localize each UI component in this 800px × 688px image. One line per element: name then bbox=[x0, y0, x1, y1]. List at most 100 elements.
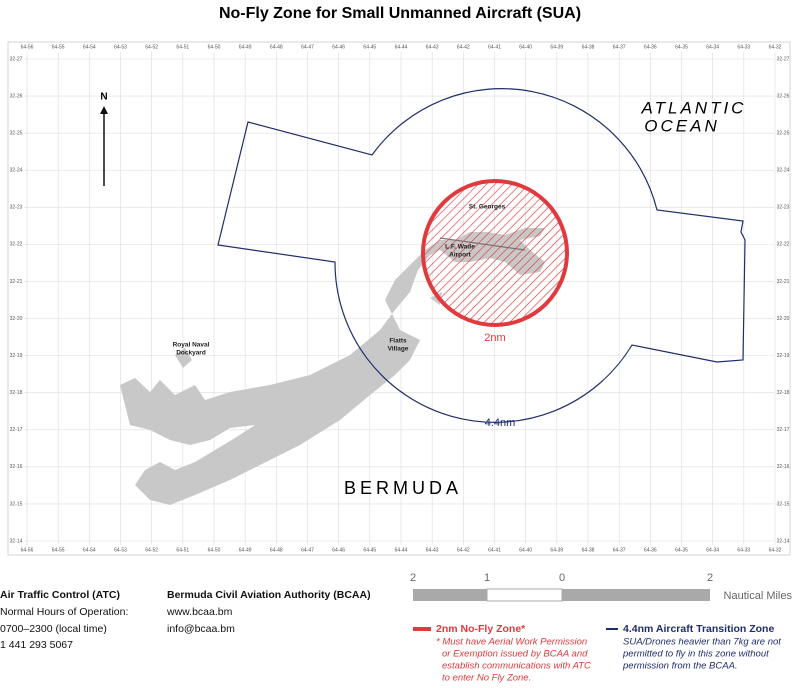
longitude-label: 64-43 bbox=[426, 44, 439, 50]
no-fly-zone bbox=[421, 179, 569, 327]
no-fly-hatch bbox=[423, 181, 567, 325]
longitude-label: 64-33 bbox=[737, 44, 750, 50]
place: Flatts bbox=[389, 338, 407, 345]
atc-title: Air Traffic Control (ATC) bbox=[0, 589, 120, 601]
outer-radius: 4.4nm bbox=[485, 417, 516, 429]
longitude-label: 64-53 bbox=[114, 44, 127, 50]
legend-note: * Must have Aerial Work Permission bbox=[436, 637, 587, 648]
ocean-label: OCEAN bbox=[644, 116, 719, 135]
latitude-label: 32-23 bbox=[10, 205, 23, 211]
title: No-Fly Zone for Small Unmanned Aircraft … bbox=[219, 5, 581, 22]
longitude-label: 64-40 bbox=[519, 44, 532, 50]
scale-unit: Nautical Miles bbox=[724, 590, 793, 602]
latitude-label: 32-20 bbox=[10, 316, 23, 322]
island-label: BERMUDA bbox=[344, 478, 462, 498]
scale-label: 2 bbox=[707, 572, 713, 584]
longitude-label: 64-54 bbox=[83, 547, 96, 553]
scale-bar bbox=[413, 589, 487, 601]
longitude-label: 64-38 bbox=[582, 44, 595, 50]
longitude-label: 64-42 bbox=[457, 44, 470, 50]
latitude-label: 32-27 bbox=[777, 56, 790, 62]
longitude-label: 64-35 bbox=[675, 547, 688, 553]
atc-line: 1 441 293 5067 bbox=[0, 639, 73, 651]
latitude-label: 32-23 bbox=[777, 205, 790, 211]
longitude-label: 64-44 bbox=[395, 547, 408, 553]
latitude-label: 32-21 bbox=[777, 279, 790, 285]
latitude-label: 32-24 bbox=[10, 168, 23, 174]
bcaa-title: Bermuda Civil Aviation Authority (BCAA) bbox=[167, 589, 371, 601]
longitude-label: 64-33 bbox=[737, 547, 750, 553]
transition-zone bbox=[217, 88, 746, 423]
latitude-label: 32-18 bbox=[10, 390, 23, 396]
legend-title: 2nm No-Fly Zone* bbox=[436, 623, 526, 635]
latitude-label: 32-19 bbox=[777, 353, 790, 359]
inner-radius: 2nm bbox=[484, 332, 505, 344]
longitude-label: 64-41 bbox=[488, 44, 501, 50]
latitude-label: 32-27 bbox=[10, 56, 23, 62]
latitude-label: 32-15 bbox=[10, 501, 23, 507]
latitude-label: 32-26 bbox=[10, 93, 23, 99]
scale-label: 0 bbox=[559, 572, 565, 584]
longitude-label: 64-49 bbox=[239, 547, 252, 553]
longitude-label: 64-46 bbox=[332, 547, 345, 553]
legend-note: establish communications with ATC bbox=[442, 661, 591, 672]
bcaa-line: www.bcaa.bm bbox=[166, 606, 233, 618]
longitude-label: 64-43 bbox=[426, 547, 439, 553]
longitude-label: 64-49 bbox=[239, 44, 252, 50]
longitude-label: 64-35 bbox=[675, 44, 688, 50]
latitude-label: 32-22 bbox=[10, 242, 23, 248]
latitude-label: 32-20 bbox=[777, 316, 790, 322]
longitude-label: 64-37 bbox=[613, 44, 626, 50]
latitude-label: 32-14 bbox=[10, 538, 23, 544]
scale-label: 2 bbox=[410, 572, 416, 584]
longitude-label: 64-50 bbox=[208, 44, 221, 50]
longitude-label: 64-45 bbox=[363, 547, 376, 553]
longitude-label: 64-54 bbox=[83, 44, 96, 50]
longitude-label: 64-52 bbox=[145, 44, 158, 50]
latitude-label: 32-16 bbox=[777, 464, 790, 470]
bcaa-line: info@bcaa.bm bbox=[167, 623, 235, 635]
longitude-label: 64-42 bbox=[457, 547, 470, 553]
latitude-label: 32-26 bbox=[777, 93, 790, 99]
longitude-label: 64-44 bbox=[395, 44, 408, 50]
longitude-label: 64-47 bbox=[301, 547, 314, 553]
longitude-label: 64-34 bbox=[706, 44, 719, 50]
longitude-label: 64-56 bbox=[21, 44, 34, 50]
longitude-label: 64-41 bbox=[488, 547, 501, 553]
longitude-label: 64-48 bbox=[270, 44, 283, 50]
latitude-label: 32-25 bbox=[777, 130, 790, 136]
longitude-label: 64-52 bbox=[145, 547, 158, 553]
legend-note: to enter No Fly Zone. bbox=[442, 673, 531, 683]
longitude-label: 64-45 bbox=[363, 44, 376, 50]
latitude-label: 32-18 bbox=[777, 390, 790, 396]
legend-note: or Exemption issued by BCAA and bbox=[442, 649, 588, 660]
latitude-label: 32-15 bbox=[777, 501, 790, 507]
latitude-label: 32-14 bbox=[777, 538, 790, 544]
place: L.F. Wade bbox=[445, 244, 475, 251]
legend-swatch bbox=[606, 628, 618, 630]
longitude-label: 64-46 bbox=[332, 44, 345, 50]
place: Dockyard bbox=[176, 350, 206, 357]
longitude-label: 64-53 bbox=[114, 547, 127, 553]
longitude-label: 64-50 bbox=[208, 547, 221, 553]
longitude-label: 64-37 bbox=[613, 547, 626, 553]
place: St. Georges bbox=[469, 204, 506, 211]
atc-line: Normal Hours of Operation: bbox=[0, 606, 128, 618]
longitude-label: 64-55 bbox=[52, 44, 65, 50]
longitude-label: 64-32 bbox=[769, 547, 782, 553]
legend-note: permission from the BCAA. bbox=[622, 661, 738, 672]
grid: 64-56 64-56 64-55 64-55 64-54 64-54 64-53 64-53… bbox=[10, 44, 790, 553]
legend-note: SUA/Drones heavier than 7kg are not bbox=[623, 637, 781, 648]
latitude-label: 32-17 bbox=[777, 427, 790, 433]
longitude-label: 64-55 bbox=[52, 547, 65, 553]
north-arrowhead bbox=[100, 106, 108, 114]
longitude-label: 64-39 bbox=[550, 547, 563, 553]
latitude-label: 32-21 bbox=[10, 279, 23, 285]
longitude-label: 64-51 bbox=[176, 44, 189, 50]
latitude-label: 32-24 bbox=[777, 168, 790, 174]
scale-bar bbox=[486, 588, 563, 602]
longitude-label: 64-40 bbox=[519, 547, 532, 553]
place: Village bbox=[388, 346, 409, 353]
